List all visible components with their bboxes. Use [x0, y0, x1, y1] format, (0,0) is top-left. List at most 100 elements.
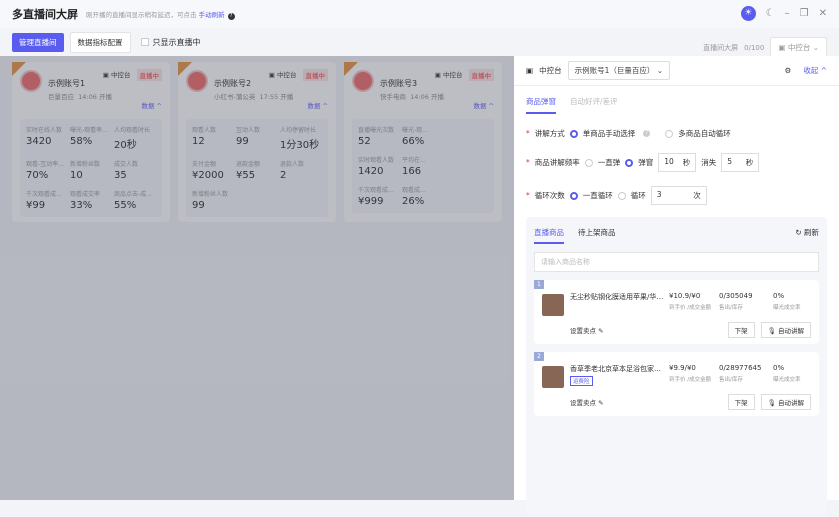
- product-name: 香草季老北京草本足浴包家用...: [570, 365, 665, 373]
- rate: 0%: [773, 292, 785, 300]
- live-card[interactable]: 示例账号1 巨量百应 14:06 开播 ▣ 中控台 直播中 数据 ^ 实时在线人数 3…: [12, 62, 170, 222]
- maximize-icon[interactable]: ❐: [799, 8, 809, 19]
- console-link[interactable]: ▣ 中控台: [434, 71, 463, 79]
- console-link[interactable]: ▣ 中控台: [102, 71, 131, 79]
- radio-multi-label[interactable]: 多商品自动循环: [678, 129, 731, 138]
- data-toggle-label: 数据: [307, 102, 321, 110]
- console-link[interactable]: ▣ 中控台: [268, 71, 297, 79]
- settings-icon[interactable]: ⚙: [784, 66, 792, 75]
- data-toggle-label: 数据: [141, 102, 155, 110]
- auto-explain-button[interactable]: 🎙 自动讲解: [760, 322, 811, 338]
- product-search-input[interactable]: 请输入商品名称: [534, 252, 819, 272]
- delist-button[interactable]: 下架: [727, 322, 755, 338]
- data-toggle[interactable]: 数据 ^: [473, 102, 494, 110]
- checkbox-icon[interactable]: [140, 38, 149, 46]
- metric: 人均观看时长 20秒: [114, 125, 156, 151]
- metric: 千次观看成... ¥999: [358, 185, 400, 207]
- account-value: 示例账号1（巨量百应）: [574, 66, 655, 75]
- screen-label: 直播间大屏: [703, 43, 739, 52]
- metrics-config-button[interactable]: 数据指标配置: [69, 31, 131, 53]
- auto-explain-button[interactable]: 🎙 自动讲解: [760, 394, 811, 410]
- platform: 巨量百应: [48, 93, 74, 101]
- metric-label: 支付金额: [192, 161, 217, 168]
- radio-popup[interactable]: [625, 158, 634, 167]
- console-button[interactable]: ▣ 中控台 ⌄: [770, 37, 827, 58]
- account-name: 示例账号2: [214, 79, 252, 88]
- hide-sec-value: 5: [727, 157, 733, 166]
- metric-label: 平均在...: [402, 157, 426, 164]
- metric-value: 2: [280, 170, 287, 181]
- console-label: 中控台: [277, 71, 297, 79]
- loop-label: 循环次数: [534, 191, 565, 200]
- metric-label: 互动人数: [236, 127, 261, 134]
- data-toggle[interactable]: 数据 ^: [307, 102, 328, 110]
- dark-theme-icon[interactable]: ☾: [765, 8, 775, 19]
- refresh-button[interactable]: ↻ 刷新: [795, 228, 819, 237]
- hint-text: 刚开播的直播间显示稍有延迟，可点击: [86, 10, 197, 19]
- radio-single-label[interactable]: 单商品手动选择: [582, 129, 636, 138]
- live-card[interactable]: 示例账号2 小红书-蒲公英 17:55 开播 ▣ 中控台 直播中 数据 ^ 观看人数…: [178, 62, 336, 222]
- metric-label: 人均观看时长: [114, 127, 151, 134]
- auto-explain-label: 自动讲解: [778, 327, 804, 335]
- collapse-button[interactable]: ⚙ 收起 ^: [785, 65, 827, 76]
- manual-refresh-link[interactable]: 手动刷新: [198, 10, 225, 19]
- metric-label: 观看人数: [192, 127, 217, 134]
- stock-label: 售出/库存: [719, 305, 743, 311]
- metric-label: 退款金额: [236, 161, 261, 168]
- help-icon[interactable]: ?: [227, 12, 235, 20]
- set-sell-point-button[interactable]: 设置卖点 ✎: [570, 399, 604, 407]
- account-select[interactable]: 示例账号1（巨量百应） ⌄: [567, 61, 671, 80]
- radio-loop-forever-label[interactable]: 一直循环: [582, 191, 613, 200]
- metric-value: 55%: [114, 200, 137, 211]
- show-sec-value: 10: [664, 157, 674, 166]
- tab-auto-review[interactable]: 自动好评/差评: [570, 97, 618, 106]
- light-theme-icon[interactable]: ☀: [740, 6, 756, 21]
- metric: 千次观看成... ¥99: [26, 189, 68, 211]
- metric-label: 千次观看成...: [358, 187, 394, 194]
- metric-value: ¥2000: [192, 170, 224, 181]
- page-title: 多直播间大屏: [12, 8, 78, 21]
- help-icon[interactable]: ?: [643, 130, 651, 137]
- radio-loop-n[interactable]: [617, 191, 626, 200]
- metric-label: 观看成交率: [70, 191, 101, 198]
- data-toggle[interactable]: 数据 ^: [141, 102, 162, 110]
- radio-multi[interactable]: [665, 129, 674, 138]
- metric-label: 观看成...: [402, 187, 426, 194]
- price: ¥9.9/¥0: [669, 364, 696, 372]
- radio-single[interactable]: [569, 129, 578, 138]
- collapse-label: 收起 ^: [803, 66, 827, 75]
- radio-loop-n-label[interactable]: 循环: [630, 191, 646, 200]
- rate-label: 曝光成交率: [773, 305, 801, 311]
- radio-always[interactable]: [584, 158, 593, 167]
- metric: 直播曝光次数 52: [358, 125, 400, 147]
- metric-value: 26%: [402, 196, 425, 207]
- live-card[interactable]: 示例账号3 快手电商 14:06 开播 ▣ 中控台 直播中 数据 ^ 直播曝光次数 5…: [344, 62, 502, 222]
- tab-live-products[interactable]: 直播商品: [534, 227, 564, 244]
- data-toggle-label: 数据: [473, 102, 487, 110]
- unit: 秒: [745, 158, 754, 167]
- delist-button[interactable]: 下架: [727, 394, 755, 410]
- close-icon[interactable]: ✕: [818, 8, 827, 19]
- hide-label: 消失: [701, 158, 717, 167]
- tab-product-popup[interactable]: 商品弹窗: [526, 96, 556, 114]
- price: ¥10.9/¥0: [669, 292, 701, 300]
- radio-always-label[interactable]: 一直弹: [597, 158, 621, 167]
- start-time: 17:55 开播: [259, 93, 294, 101]
- stock-label: 售出/库存: [719, 377, 743, 383]
- radio-popup-label[interactable]: 弹窗: [638, 158, 654, 167]
- corner-ribbon: [178, 62, 192, 76]
- product-name: 无尘秒贴钢化膜适用苹果/华为/荣耀/...: [570, 293, 665, 301]
- tab-pending-products[interactable]: 待上架商品: [578, 228, 616, 237]
- metric-label: 观看-互动率...: [26, 161, 64, 168]
- metric: 实时在线人数 3420: [26, 125, 68, 151]
- set-sell-point-button[interactable]: 设置卖点 ✎: [570, 327, 604, 335]
- minimize-icon[interactable]: –: [784, 8, 790, 19]
- product-thumbnail: [542, 294, 564, 316]
- show-seconds-input[interactable]: 10 秒: [658, 153, 697, 172]
- manage-rooms-button[interactable]: 管理直播间: [12, 32, 64, 52]
- radio-loop-forever[interactable]: [569, 191, 578, 200]
- only-live-checkbox[interactable]: 只显示直播中: [140, 37, 201, 48]
